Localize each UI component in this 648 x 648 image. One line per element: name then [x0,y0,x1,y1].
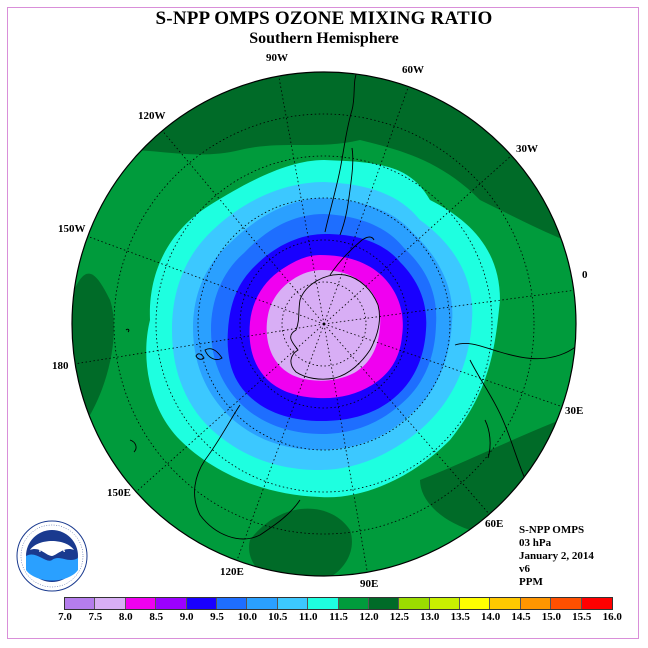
lon-label-60e: 60E [485,518,504,530]
product-info: S-NPP OMPS 03 hPa January 2, 2014 v6 PPM [519,524,594,589]
noaa-logo: NOAA [16,520,88,592]
lon-label-30e: 30E [565,405,584,417]
colorbar-swatch [490,598,521,609]
coastlines [125,72,576,540]
colorbar-tick-label: 16.0 [602,611,622,623]
colorbar-swatch [247,598,278,609]
lon-label-0: 0 [582,269,588,281]
lon-label-150e: 150E [107,487,131,499]
colorbar-tick-label: 9.0 [179,611,194,623]
colorbar-swatch [186,598,217,609]
colorbar-ticks: 7.0 7.5 8.0 8.5 9.0 9.5 10.0 10.5 11.0 11.5 12.0 12… [0,611,648,625]
dark-green-region [249,508,352,576]
latitude-grid [113,113,535,535]
colorbar-swatch [520,598,552,609]
colorbar-tick-label: 7.0 [58,611,72,623]
plot-frame [7,7,639,639]
dark-green-region [72,273,114,415]
colorbar-swatch [581,598,613,609]
colorbar-tick-label: 14.0 [480,611,501,623]
colorbar [64,597,614,610]
colorbar-tick-label: 10.5 [268,611,288,623]
info-version: v6 [519,563,530,575]
info-pressure-level: 03 hPa [519,537,552,549]
colorbar-swatch [308,598,339,609]
lon-label-180: 180 [52,360,69,372]
colorbar-tick-label: 11.5 [329,611,348,623]
lon-label-90e: 90E [360,578,379,590]
info-units: PPM [519,576,543,588]
colorbar-tick-label: 9.5 [210,611,224,623]
colorbar-swatch [277,598,309,609]
colorbar-swatch [156,598,187,609]
lon-label-150w: 150W [58,223,86,235]
colorbar-tick-label: 11.0 [298,611,318,623]
colorbar-swatch [551,598,582,609]
colorbar-tick-label: 12.0 [359,611,379,623]
colorbar-swatch [368,598,400,609]
colorbar-swatch [399,598,430,609]
lon-label-30w: 30W [516,143,538,155]
logo-text: NOAA [39,544,66,554]
colorbar-swatch [429,598,461,609]
colorbar-swatch [216,598,248,609]
lon-label-90w: 90W [266,52,288,64]
colorbar-swatch [338,598,369,609]
colorbar-tick-label: 8.5 [149,611,164,623]
page-title: S-NPP OMPS OZONE MIXING RATIO [155,8,493,29]
colorbar-tick-label: 13.0 [420,611,440,623]
colorbar-swatch [460,598,491,609]
dark-green-region [130,72,576,250]
meridian-grid [73,72,576,576]
colorbar-tick-label: 8.0 [118,611,133,623]
colorbar-tick-label: 12.5 [389,611,410,623]
colorbar-swatch [65,598,96,609]
page-subtitle: Southern Hemisphere [249,30,399,47]
info-instrument: S-NPP OMPS [519,524,585,536]
colorbar-swatch [125,598,157,609]
colorbar-tick-label: 7.5 [88,611,103,623]
lon-label-120e: 120E [220,566,244,578]
lon-label-120w: 120W [138,110,166,122]
colorbar-tick-label: 13.5 [450,611,470,623]
lon-label-60w: 60W [402,64,424,76]
colorbar-tick-label: 10.0 [237,611,258,623]
info-date: January 2, 2014 [519,550,594,562]
colorbar-tick-label: 15.0 [541,611,562,623]
map-boundary [71,71,577,577]
colorbar-tick-label: 15.5 [572,611,592,623]
colorbar-tick-label: 14.5 [511,611,531,623]
colorbar-swatch [95,598,126,609]
